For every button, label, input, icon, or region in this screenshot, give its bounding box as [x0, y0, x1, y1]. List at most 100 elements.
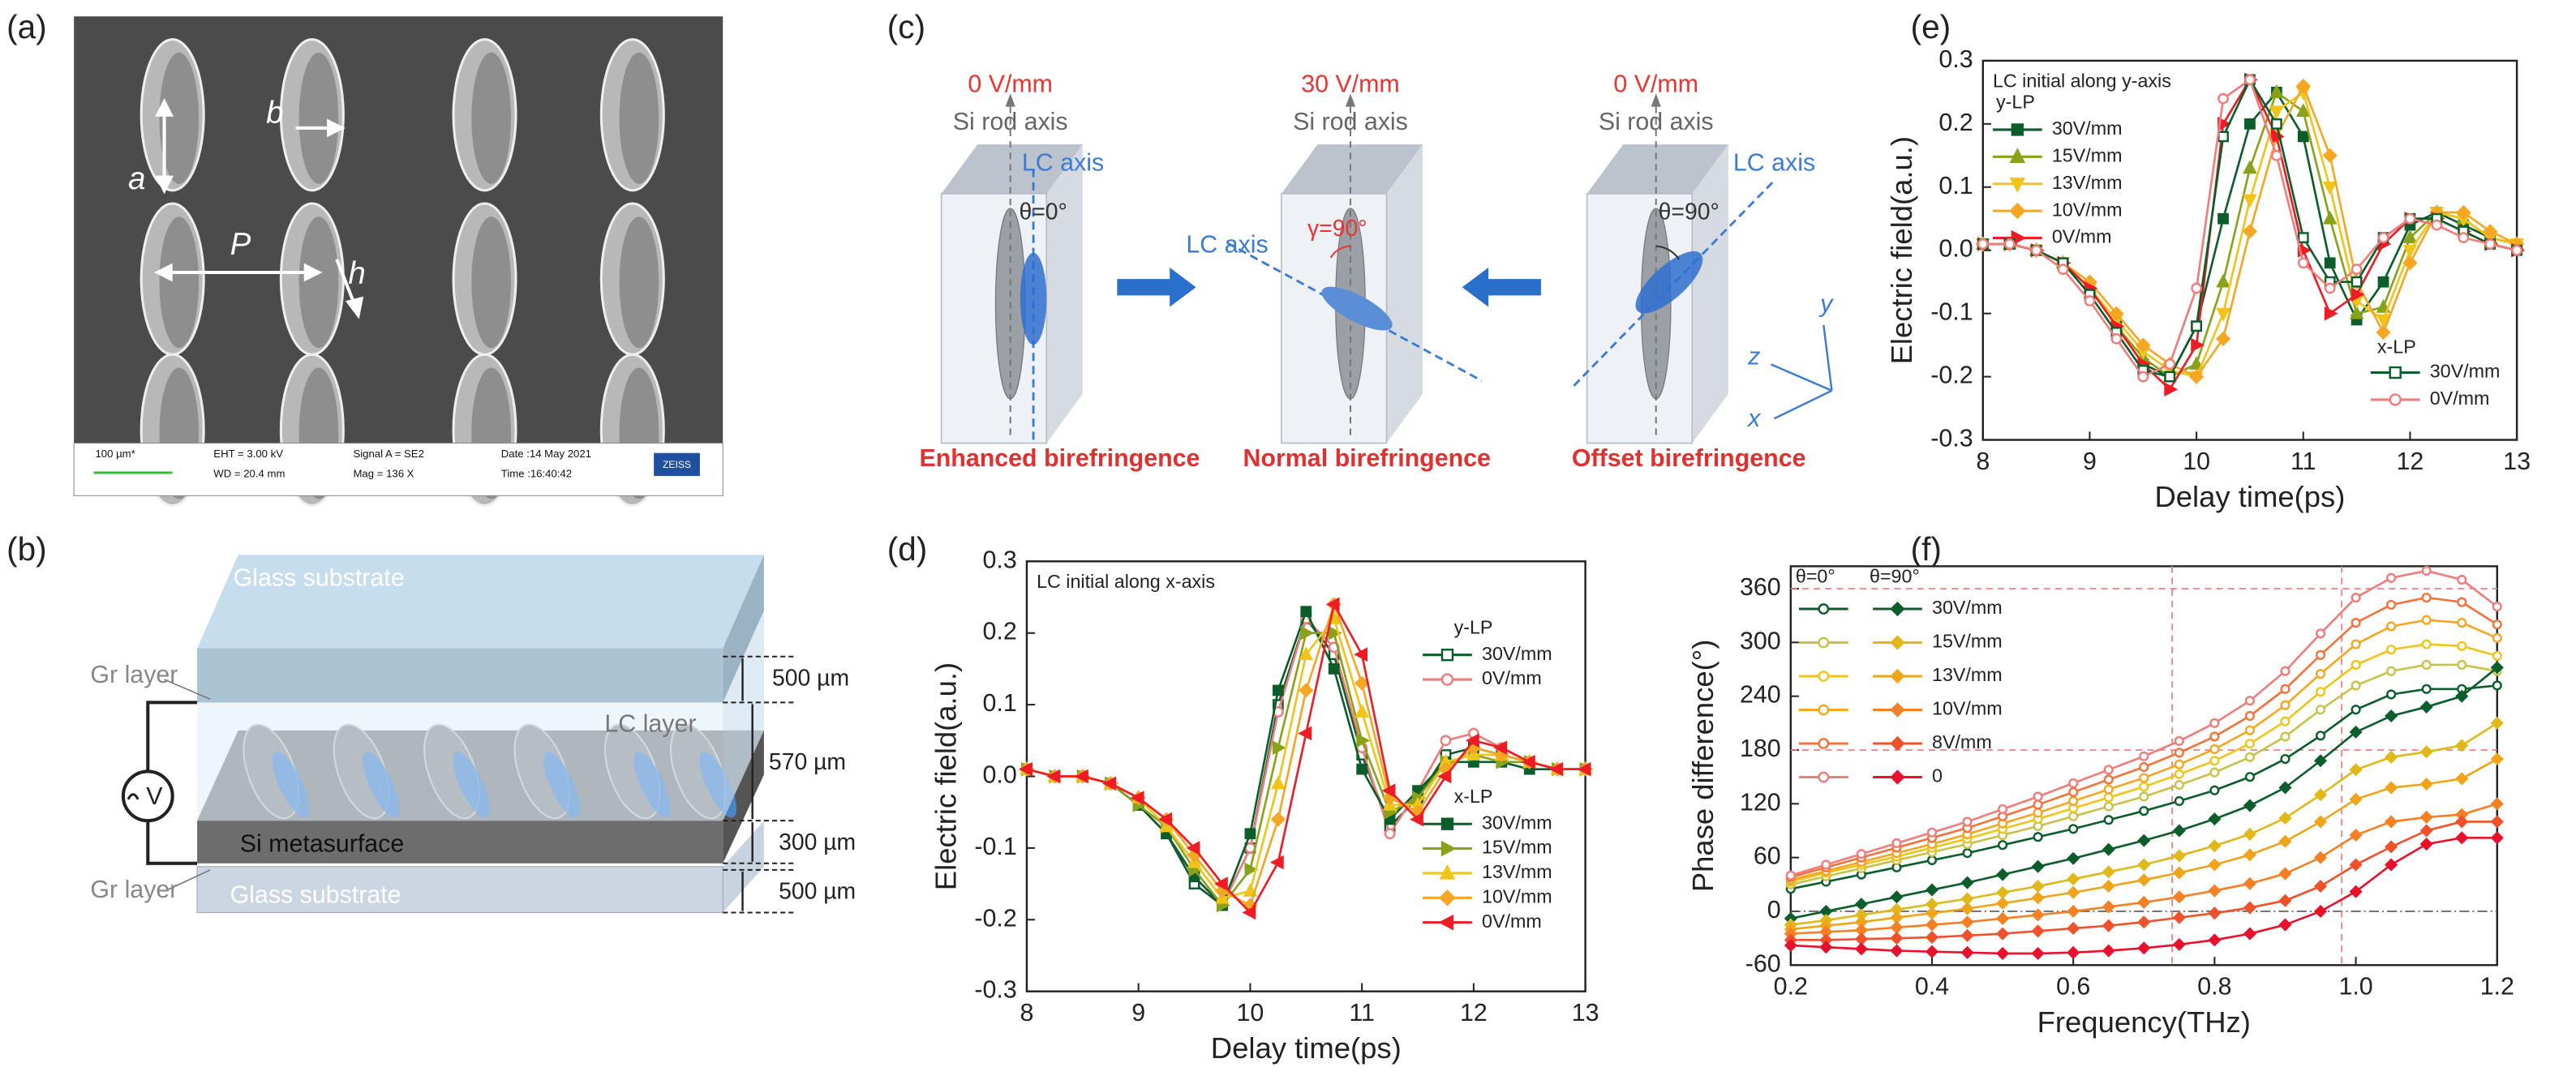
data-point	[2457, 597, 2467, 607]
data-point	[2102, 919, 2115, 932]
sem-disk-face	[471, 52, 511, 184]
legend-marker	[1438, 914, 1454, 931]
logo-box	[654, 452, 700, 477]
data-point	[2243, 848, 2256, 862]
footer-text: 100 µm*	[95, 448, 135, 460]
data-point	[1300, 625, 1315, 641]
arrowhead	[345, 296, 364, 319]
data-point	[2137, 915, 2151, 929]
layer-label: Glass substrate	[230, 881, 401, 908]
legend-label: 0V/mm	[2430, 388, 2490, 409]
data-point	[2419, 838, 2433, 851]
panel-label: (a)	[6, 8, 46, 45]
data-point	[2103, 774, 2114, 785]
legend-marker	[1440, 673, 1454, 686]
sem-label: b	[266, 96, 283, 131]
data-point	[1354, 647, 1368, 662]
data-point	[2351, 639, 2361, 649]
state-angle: θ=90°	[1659, 199, 1719, 225]
data-point	[2386, 689, 2397, 700]
sem-disk-face	[619, 216, 659, 349]
arrow	[335, 259, 357, 306]
data-point	[2457, 617, 2467, 628]
data-point	[2137, 371, 2149, 383]
data-point	[2103, 765, 2114, 775]
data-point	[2351, 276, 2363, 288]
y-axis-label: Electric field(a.u.)	[929, 662, 962, 890]
data-point	[2385, 840, 2398, 854]
device-schematic: V Glass substrate Gr layer LC layer Si m…	[90, 555, 856, 914]
data-point	[1998, 804, 2008, 815]
data-point	[2172, 849, 2186, 863]
data-point	[2137, 895, 2151, 909]
data-point	[2483, 224, 2498, 239]
legend-marker	[1890, 601, 1905, 617]
data-point	[1299, 683, 1314, 698]
axis-arrow	[1823, 324, 1833, 391]
data-point	[2278, 781, 2292, 795]
data-point	[2349, 858, 2363, 872]
y-tick-label: 0	[1767, 897, 1781, 924]
plate-side	[1386, 144, 1423, 444]
si-front	[197, 821, 723, 864]
data-point	[1271, 775, 1286, 790]
data-point	[2351, 287, 2365, 302]
data-point	[2324, 282, 2336, 294]
data-point	[1272, 684, 1284, 696]
data-point	[2242, 224, 2258, 239]
data-point	[2244, 74, 2256, 86]
legend-label: 13V/mm	[1482, 861, 1552, 882]
wire	[146, 821, 198, 865]
sem-label: P	[230, 227, 251, 262]
data-point	[2492, 632, 2502, 643]
y-tick-label: 300	[1740, 628, 1781, 654]
data-point	[2030, 244, 2042, 256]
x-tick-label: 0.4	[1915, 974, 1949, 1001]
data-point	[1440, 735, 1452, 747]
y-tick-label: -0.3	[1930, 426, 1973, 452]
data-point	[1465, 733, 1479, 748]
data-point	[2191, 337, 2205, 353]
y-axis-label: Phase difference(°)	[1686, 640, 1719, 893]
y-tick-label: 0.2	[983, 619, 1017, 645]
axis-arrow	[1771, 363, 1832, 392]
data-point	[2103, 815, 2114, 825]
data-point	[2385, 709, 2398, 723]
data-point	[1355, 703, 1369, 718]
angle-arc	[1329, 245, 1351, 259]
data-point	[1890, 932, 1904, 945]
data-point	[2278, 811, 2292, 825]
annotation: LC initial along x-axis	[1037, 571, 1215, 592]
data-point	[1158, 812, 1172, 827]
data-point	[2313, 788, 2328, 802]
x-tick-label: 10	[2183, 448, 2210, 475]
sem-disk-face	[298, 52, 339, 184]
y-tick-label: 0.1	[1938, 173, 1973, 199]
data-point	[1300, 606, 1312, 618]
plate-top	[1586, 144, 1728, 194]
y-tick-label: -0.1	[974, 834, 1016, 860]
y-tick-label: 0.1	[983, 690, 1017, 717]
footer-text: Signal A = SE2	[353, 448, 423, 460]
data-point	[1960, 928, 1974, 942]
lc-molecule	[1321, 286, 1393, 331]
state-caption: Normal birefringence	[1243, 445, 1490, 472]
data-point	[2349, 828, 2363, 842]
data-point	[2209, 785, 2220, 795]
x-tick-label: 1.0	[2338, 974, 2372, 1001]
lc-molecule	[543, 751, 581, 818]
data-point	[2139, 761, 2149, 773]
data-point	[2270, 118, 2282, 130]
data-point	[2068, 778, 2079, 788]
data-point	[2243, 927, 2256, 941]
data-point	[1410, 812, 1423, 827]
data-point	[2208, 906, 2222, 920]
x-tick-label: 9	[2083, 448, 2097, 475]
data-point	[2280, 666, 2290, 676]
data-point	[1890, 944, 1904, 958]
y-tick-label: -0.2	[974, 905, 1016, 932]
glass-front	[197, 648, 723, 703]
data-point	[2457, 641, 2467, 651]
x-tick-label: 0.8	[2197, 974, 2231, 1001]
data-point	[2244, 772, 2256, 782]
